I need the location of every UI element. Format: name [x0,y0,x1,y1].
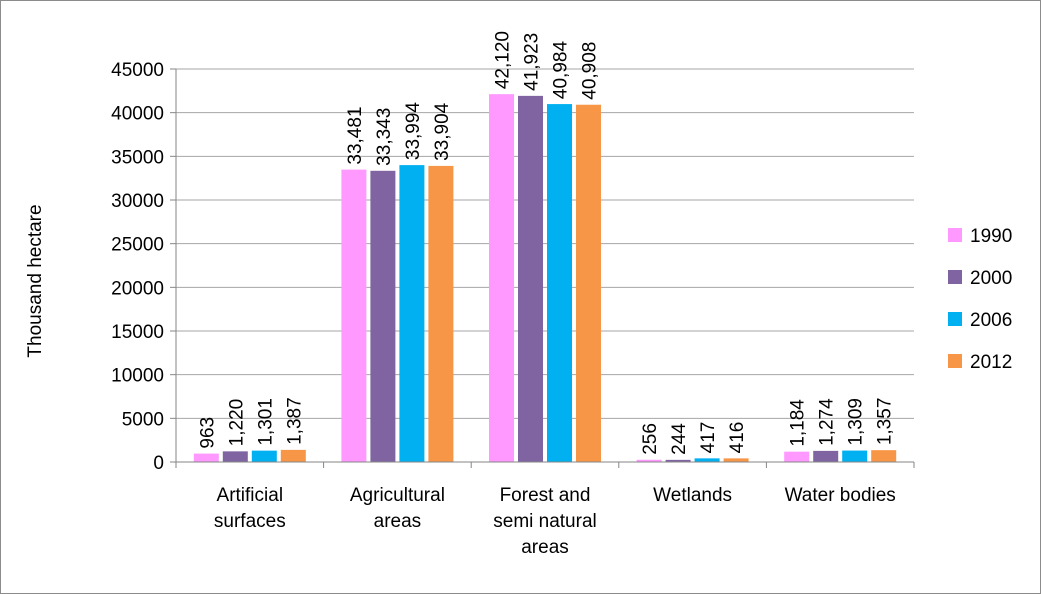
legend: 1990 2000 2006 2012 [948,226,1012,373]
x-category-label: Agricultural areas [350,485,445,532]
bar-1990 [193,453,219,462]
y-tick-label: 5000 [122,409,164,430]
y-tick-label: 25000 [111,235,164,256]
data-label: 1,309 [846,398,867,446]
data-label: 256 [640,423,661,455]
y-tick-label: 40000 [111,104,164,125]
bar-1990 [636,459,662,462]
data-label: 41,923 [522,33,543,91]
gridlines [176,68,914,419]
data-label: 244 [669,423,690,455]
data-label: 1,387 [284,397,305,445]
axes: 0 5000 10000 15000 20000 25000 30000 35000 40000… [111,60,915,558]
bar-2012 [428,165,454,462]
y-tick-label: 30000 [111,191,164,212]
x-category-label: Forest and semi natural areas [493,485,597,558]
bar-1990 [341,169,367,462]
data-label: 33,994 [403,102,424,161]
data-label: 40,984 [551,41,572,100]
x-category-label-line: Forest and [500,485,591,506]
bar-2012 [576,104,601,462]
bar-2012 [723,458,749,462]
data-label: 33,481 [345,106,366,164]
legend-label: 2006 [970,310,1012,331]
data-label: 1,184 [788,399,809,447]
data-label: 963 [197,417,218,449]
legend-swatch-2000 [948,270,962,284]
data-labels: 963 33,481 42,120 256 1,184 1,220 33,343 41,923… [197,31,895,455]
x-category-label-line: Agricultural [350,485,445,506]
bar-2012 [871,450,897,462]
x-category-label-line: Artificial [217,485,284,506]
bar-2000 [370,170,396,462]
legend-swatch-2006 [948,312,962,326]
y-tick-label: 35000 [111,147,164,168]
data-label: 1,274 [817,398,838,446]
x-category-label-line: Wetlands [653,485,732,506]
y-axis-title: Thousand hectare [25,204,46,357]
bar-2006 [842,450,868,462]
bar-2000 [222,451,248,462]
data-label: 417 [698,422,719,454]
legend-label: 2012 [970,352,1012,373]
data-label: 40,908 [580,42,601,100]
bar-2006 [547,104,572,463]
x-category-label-line: areas [521,537,569,558]
data-label: 33,343 [374,108,395,166]
bar-2000 [665,459,691,462]
bar-2012 [280,449,306,462]
x-category-label-line: Water bodies [785,485,896,506]
bar-2000 [518,95,543,462]
data-label: 1,357 [875,398,896,446]
x-category-label-line: semi natural [493,511,597,532]
x-category-label: Wetlands [653,485,732,506]
y-tick-label: 10000 [111,366,164,387]
bars [193,94,897,463]
x-category-label-line: areas [374,511,422,532]
legend-swatch-1990 [948,228,962,242]
y-tick-label: 45000 [111,60,164,81]
bar-2006 [694,458,720,462]
bar-1990 [489,94,514,462]
data-label: 1,301 [255,398,276,446]
legend-label: 2000 [970,268,1012,289]
data-label: 1,220 [226,399,247,447]
data-label: 42,120 [493,31,514,89]
x-category-label: Water bodies [785,485,896,506]
data-label: 33,904 [432,102,453,161]
bar-2006 [399,165,425,462]
y-tick-label: 15000 [111,322,164,343]
x-category-label: Artificial surfaces [214,485,286,532]
data-label: 416 [727,422,748,454]
legend-label: 1990 [970,226,1012,247]
y-tick-label: 20000 [111,278,164,299]
x-category-label-line: surfaces [214,511,286,532]
legend-swatch-2012 [948,354,962,368]
bar-2006 [251,450,277,462]
bar-1990 [784,451,810,462]
bar-2000 [813,450,839,462]
y-tick-label: 0 [153,453,164,474]
